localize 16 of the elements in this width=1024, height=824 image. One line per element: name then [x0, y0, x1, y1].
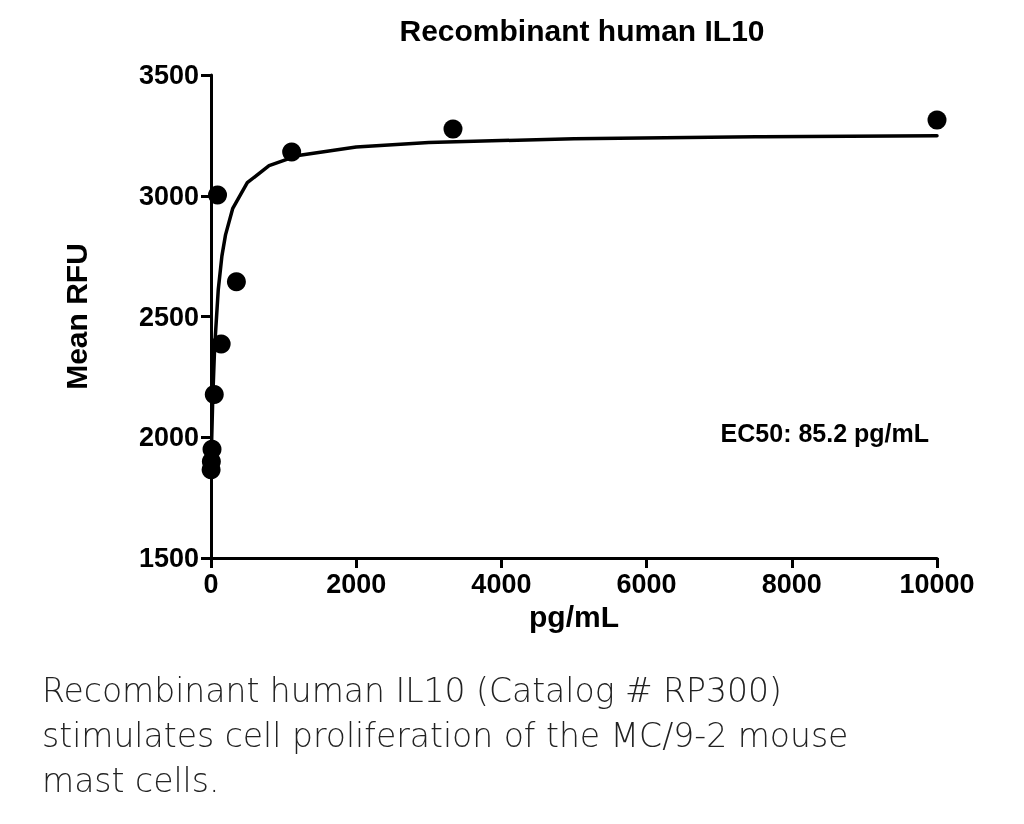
x-tick-label: 0: [203, 568, 219, 599]
x-tick-label: 6000: [616, 568, 677, 599]
y-tick-label: 2000: [138, 422, 199, 453]
x-tick-label: 8000: [761, 568, 822, 599]
y-tick-label: 2500: [138, 301, 199, 332]
y-tick-label: 3000: [138, 180, 199, 211]
x-tick-label: 4000: [471, 568, 532, 599]
text: Recombinant human IL10 (Catalog # RP300) stimulates cell proliferation of the MC/9-2 mouse mast cells.: [42, 670, 850, 802]
x-axis-title: pg/mL: [529, 600, 619, 634]
x-tick-label: 10000: [899, 568, 975, 599]
chart-title: Recombinant human IL10: [399, 13, 765, 47]
annotation: EC50: 85.2 pg/mL: [720, 418, 930, 447]
y-tick-label: 3500: [138, 60, 199, 90]
y-axis-title: Mean RFU: [59, 243, 93, 390]
x-tick-label: 2000: [326, 568, 387, 599]
y-tick-label: 1500: [138, 543, 199, 573]
